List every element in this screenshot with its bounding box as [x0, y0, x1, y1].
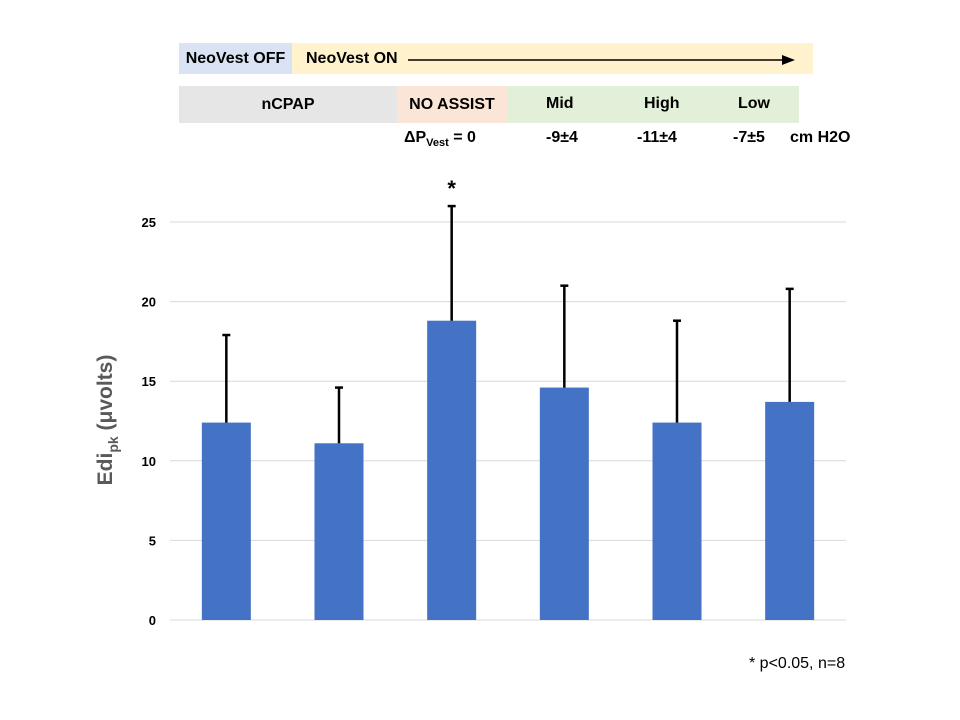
- bars: [201, 320, 815, 620]
- neovest-on-band: NeoVest ON: [292, 43, 813, 74]
- ncpap-label: nCPAP: [261, 95, 315, 113]
- error-bars: [222, 204, 794, 444]
- y-tick-label: 5: [149, 533, 156, 548]
- bar: [201, 422, 251, 620]
- neovest-off-band: NeoVest OFF: [179, 43, 292, 74]
- delta-p-vest-label: ΔPVest = 0: [404, 129, 476, 149]
- pressure-unit: cm H2O: [790, 129, 851, 146]
- y-axis-ticks: 0 5 10 15 20 25: [142, 215, 156, 628]
- arrow-right-icon: [408, 55, 795, 65]
- bar: [765, 401, 815, 620]
- pressure-mid: -9±4: [546, 129, 578, 146]
- y-tick-label: 10: [142, 454, 156, 469]
- assist-band: [507, 86, 799, 123]
- no-assist-label: NO ASSIST: [409, 95, 495, 113]
- significance-marker: *: [447, 176, 456, 201]
- mid-label: Mid: [546, 95, 574, 112]
- bar: [652, 422, 702, 620]
- no-assist-band: NO ASSIST: [397, 86, 507, 123]
- footnote: * p<0.05, n=8: [749, 655, 846, 672]
- y-tick-label: 20: [142, 295, 156, 310]
- bar: [427, 320, 477, 620]
- y-tick-label: 15: [142, 374, 156, 389]
- ncpap-band: nCPAP: [179, 86, 397, 123]
- delta-p-suffix: = 0: [448, 129, 476, 146]
- delta-p-prefix: ΔP: [404, 129, 427, 146]
- pressure-low: -7±5: [733, 129, 765, 146]
- delta-p-subscript: Vest: [426, 137, 449, 150]
- gridlines: [170, 221, 846, 621]
- low-label: Low: [738, 95, 770, 112]
- bar: [314, 443, 364, 620]
- high-label: High: [644, 95, 680, 112]
- y-axis-title: Edipk (μvolts): [94, 355, 121, 486]
- y-tick-label: 0: [149, 613, 156, 628]
- significance-markers: *: [447, 176, 456, 201]
- neovest-on-label: NeoVest ON: [306, 49, 398, 67]
- neovest-off-label: NeoVest OFF: [185, 49, 286, 67]
- y-tick-label: 25: [142, 215, 156, 230]
- pressure-high: -11±4: [637, 129, 677, 146]
- bar: [539, 387, 589, 620]
